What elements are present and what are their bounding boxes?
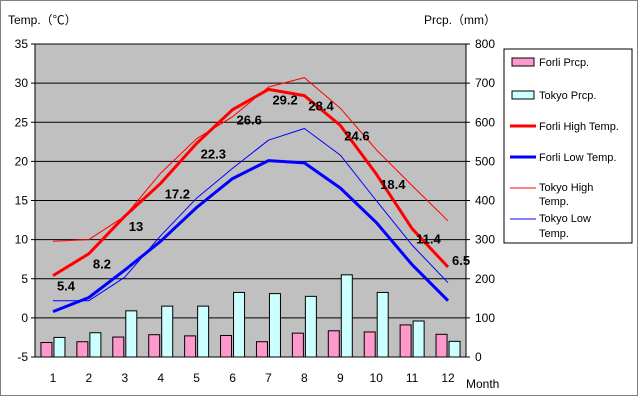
legend-label-tokyo-low-line1: Tokyo Low	[539, 213, 591, 225]
x-tick-label: 6	[229, 371, 236, 385]
bar-tokyo-prcp	[305, 296, 316, 357]
x-tick-label: 11	[406, 371, 419, 385]
data-label-forli-high: 26.6	[237, 113, 262, 128]
x-tick-label: 1	[50, 371, 57, 385]
bar-forli-prcp	[256, 342, 267, 357]
left-tick-label: 25	[15, 115, 29, 129]
left-tick-label: 20	[15, 154, 29, 168]
x-tick-label: 9	[337, 371, 344, 385]
x-tick-label: 8	[301, 371, 308, 385]
bar-forli-prcp	[364, 332, 375, 357]
legend-label-forli-low: Forli Low Temp.	[539, 152, 616, 164]
bar-forli-prcp	[185, 336, 196, 357]
legend-swatch-forli-prcp	[512, 58, 534, 66]
bar-forli-prcp	[328, 331, 339, 357]
bar-forli-prcp	[77, 342, 88, 357]
data-label-forli-high: 29.2	[272, 92, 297, 107]
data-label-forli-high: 28.4	[308, 99, 334, 114]
legend-label-forli-high: Forli High Temp.	[539, 121, 619, 133]
bar-tokyo-prcp	[90, 333, 101, 357]
left-tick-label: 15	[15, 194, 29, 208]
legend-label-tokyo-low-line2: Temp.	[539, 228, 569, 240]
bar-tokyo-prcp	[126, 311, 137, 357]
bar-tokyo-prcp	[234, 292, 245, 357]
data-label-forli-high: 17.2	[165, 186, 190, 201]
legend-label-tokyo-high-line1: Tokyo High	[539, 182, 593, 194]
x-tick-label: 12	[441, 371, 455, 385]
right-tick-label: 300	[475, 233, 495, 247]
left-tick-label: -5	[17, 350, 28, 364]
legend-swatch-tokyo-prcp	[512, 91, 534, 99]
right-tick-label: 100	[475, 311, 495, 325]
bar-forli-prcp	[149, 335, 160, 357]
x-axis-title: Month	[466, 377, 499, 391]
x-tick-label: 3	[121, 371, 128, 385]
bar-tokyo-prcp	[54, 337, 65, 357]
data-label-forli-high: 18.4	[380, 177, 406, 192]
bar-forli-prcp	[221, 335, 232, 357]
bar-forli-prcp	[292, 333, 303, 357]
bar-tokyo-prcp	[162, 306, 173, 357]
x-tick-label: 4	[157, 371, 164, 385]
data-label-forli-high: 5.4	[57, 279, 76, 294]
data-label-forli-high: 24.6	[344, 128, 369, 143]
bar-forli-prcp	[113, 337, 124, 357]
x-tick-label: 7	[265, 371, 272, 385]
right-tick-label: 200	[475, 272, 495, 286]
legend-label-forli-prcp: Forli Prcp.	[539, 57, 589, 69]
bar-tokyo-prcp	[269, 294, 280, 357]
left-tick-label: 35	[15, 37, 29, 51]
x-tick-label: 5	[193, 371, 200, 385]
data-label-forli-high: 13	[129, 219, 143, 234]
right-tick-label: 700	[475, 76, 495, 90]
bar-forli-prcp	[41, 343, 52, 357]
plot-area: -505101520253035010020030040050060070080…	[15, 37, 496, 385]
right-tick-label: 800	[475, 37, 495, 51]
bar-tokyo-prcp	[341, 275, 352, 357]
bar-tokyo-prcp	[377, 292, 388, 357]
left-tick-label: 30	[15, 76, 29, 90]
legend: Forli Prcp. Tokyo Prcp. Forli High Temp.…	[504, 49, 632, 243]
x-tick-label: 2	[86, 371, 93, 385]
right-tick-label: 600	[475, 115, 495, 129]
bar-tokyo-prcp	[413, 321, 424, 357]
legend-label-tokyo-high-line2: Temp.	[539, 196, 569, 208]
right-tick-label: 0	[475, 350, 482, 364]
bar-forli-prcp	[400, 325, 411, 357]
right-tick-label: 500	[475, 154, 495, 168]
legend-label-tokyo-prcp: Tokyo Prcp.	[539, 90, 596, 102]
x-tick-label: 10	[370, 371, 384, 385]
bar-tokyo-prcp	[449, 341, 460, 357]
data-label-forli-high: 8.2	[93, 257, 111, 272]
left-tick-label: 10	[15, 233, 29, 247]
bar-tokyo-prcp	[198, 306, 209, 357]
left-axis-title: Temp.（℃）	[8, 13, 77, 27]
bar-forli-prcp	[436, 334, 447, 357]
right-axis-title: Prcp.（mm）	[424, 13, 496, 27]
right-tick-label: 400	[475, 194, 495, 208]
data-label-forli-high: 11.4	[416, 232, 441, 247]
data-label-forli-high: 22.3	[201, 146, 226, 161]
left-tick-label: 0	[21, 311, 28, 325]
data-label-forli-high: 6.5	[452, 253, 470, 268]
left-tick-label: 5	[21, 272, 28, 286]
